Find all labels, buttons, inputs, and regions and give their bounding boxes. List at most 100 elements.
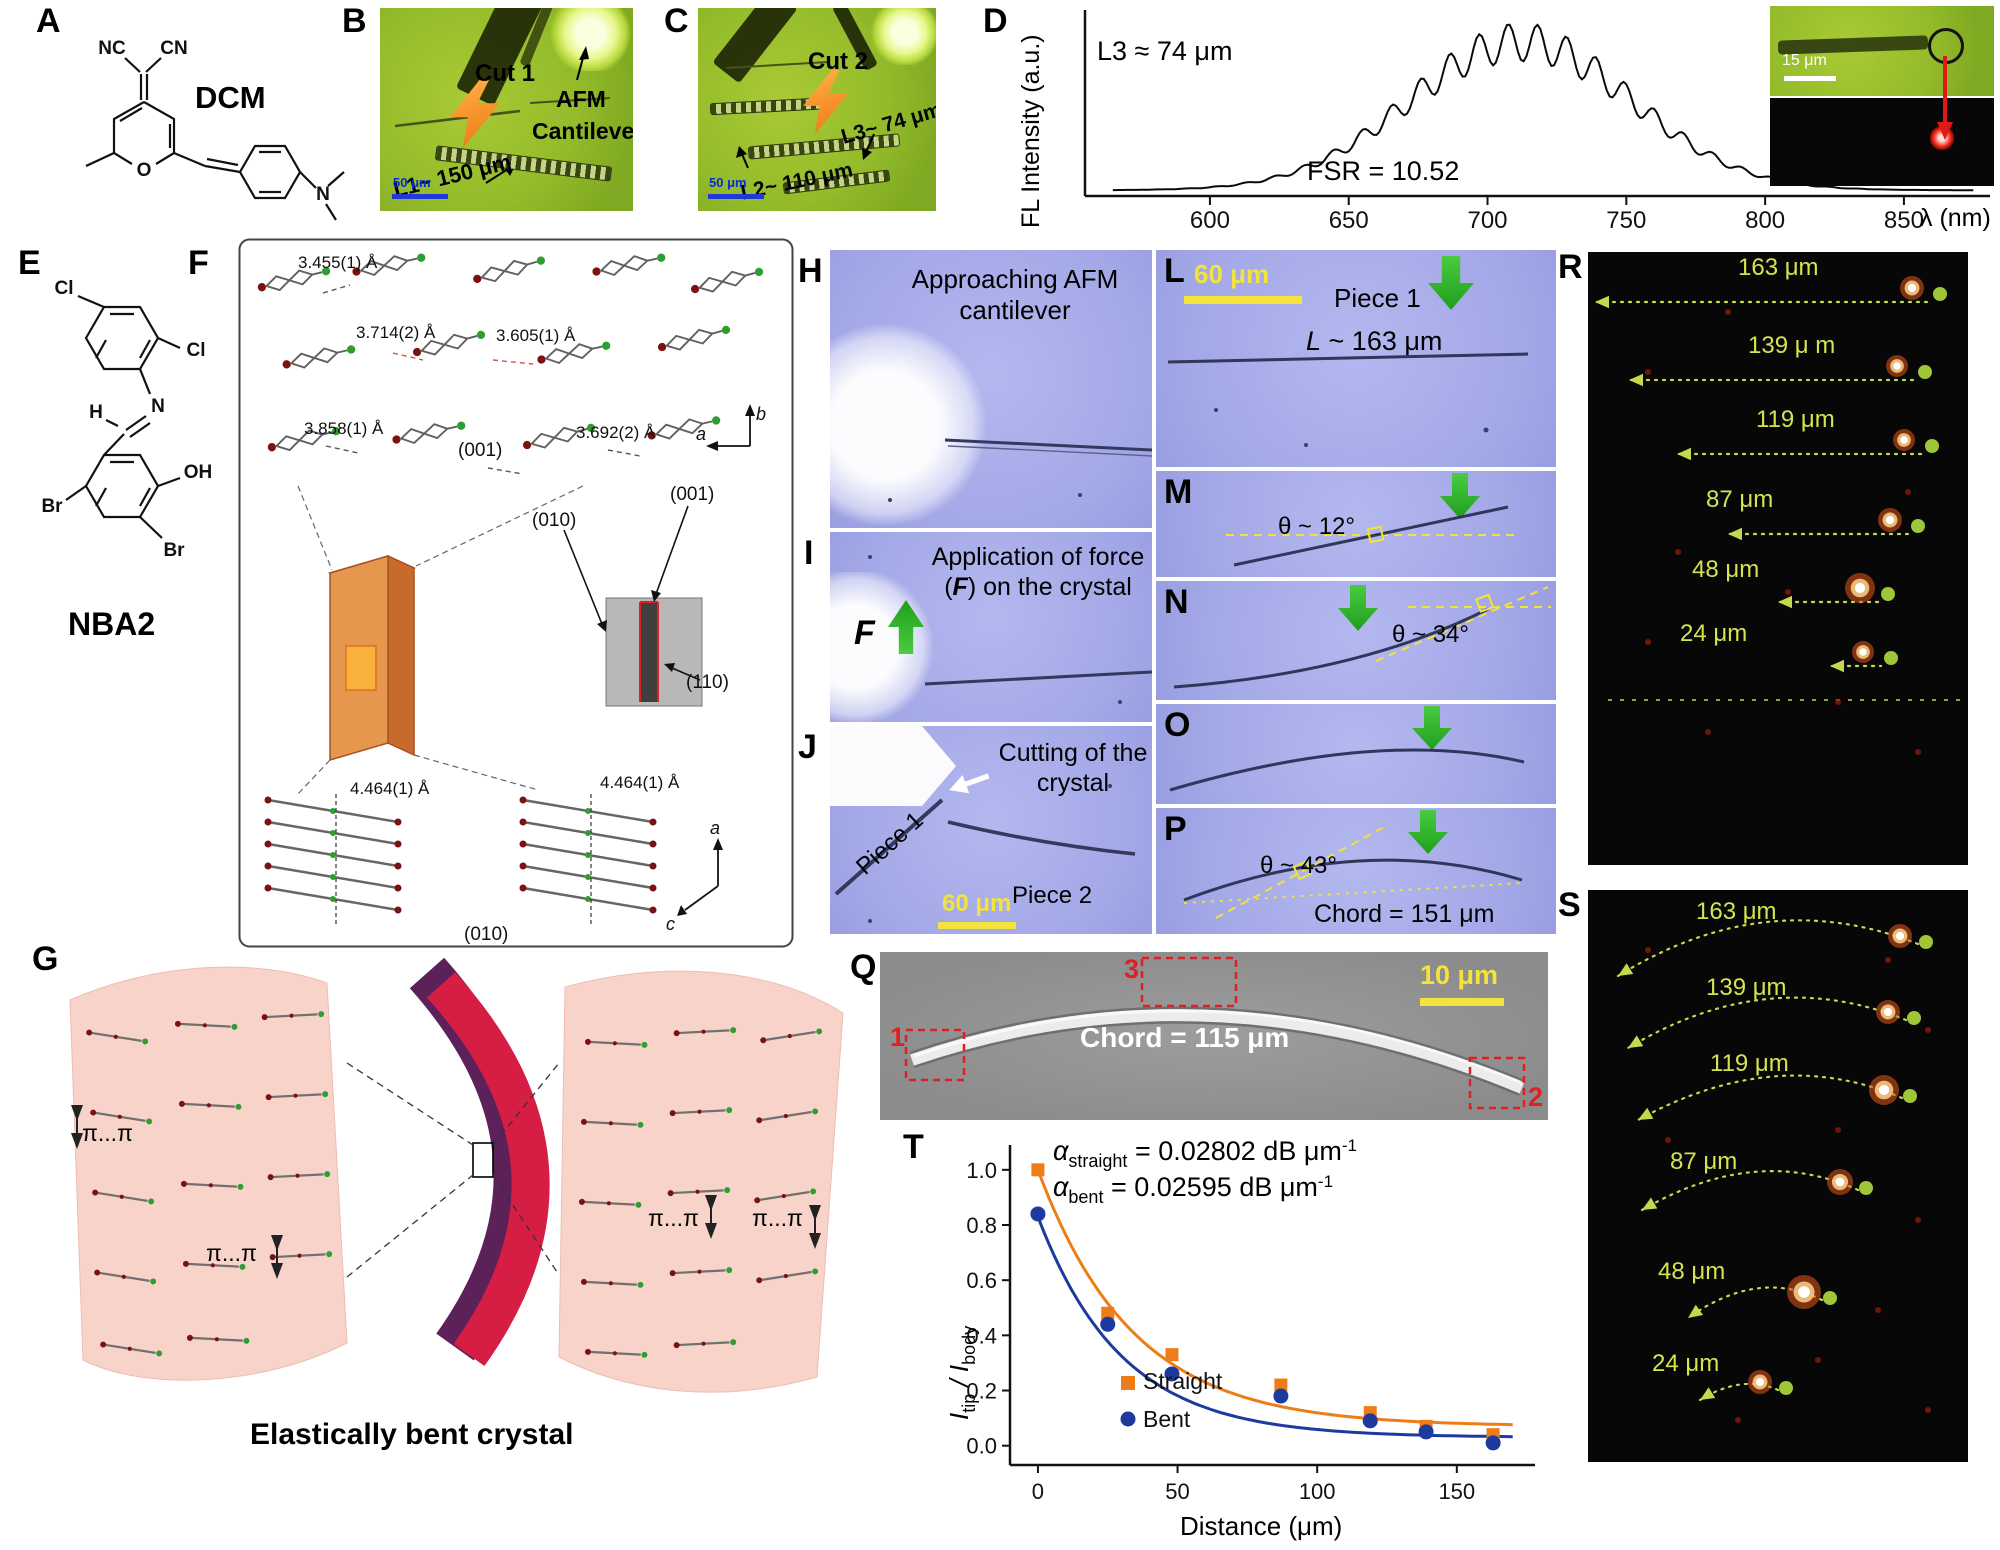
distance-label: 139 μ m <box>1748 332 1836 359</box>
distance-5: 3.692(2) Å <box>576 423 656 442</box>
data-point-bent <box>1100 1316 1116 1332</box>
region-1-label: 1 <box>890 1022 906 1052</box>
panel-label-g: G <box>32 940 59 978</box>
decay-x-label: Distance (μm) <box>1180 1511 1343 1541</box>
inset-scalebar-label: 15 μm <box>1782 52 1827 69</box>
panel-R: 163 μm 139 μ m 119 μm 87 μm 48 μm 24 μm <box>1588 252 1968 865</box>
atom-label-cl1: Cl <box>55 278 74 299</box>
emission-glow-core <box>1907 283 1917 293</box>
plane-001-crystal: (001) <box>670 484 714 505</box>
alpha-sub: bent <box>1068 1187 1104 1207</box>
legend-label-straight: Straight <box>1143 1368 1223 1394</box>
emission-glow-core <box>1893 362 1901 370</box>
straight-emission-rows <box>1595 276 1960 755</box>
spectrum-x-label: λ (nm) <box>1920 204 1991 232</box>
y-tick-label: 0.6 <box>966 1268 997 1293</box>
distance-3: 3.605(1) Å <box>496 326 576 345</box>
arrowhead <box>1778 595 1792 609</box>
tilted-crystal <box>1226 505 1514 567</box>
y-tick-label: 0.4 <box>966 1323 997 1348</box>
distance-label: 24 μm <box>1652 1350 1720 1377</box>
fit-curve-straight <box>1036 1169 1513 1427</box>
panel-label-a: A <box>36 2 61 40</box>
excitation-spot <box>1881 587 1895 601</box>
l3-annotation: L3 ≈ 74 μm <box>1097 36 1233 66</box>
fit-curve-bent <box>1036 1216 1513 1439</box>
excitation-spot <box>1918 365 1932 379</box>
arrowhead <box>1830 659 1844 673</box>
x-tick-label: 800 <box>1745 207 1785 234</box>
atom-label-n: N <box>151 396 165 417</box>
panel-label-t: T <box>903 1128 924 1166</box>
excitation-spot <box>1903 1089 1917 1103</box>
panel-label-j: J <box>798 728 817 766</box>
data-point-bent <box>1418 1424 1434 1440</box>
emission-glow-core <box>1900 436 1908 444</box>
chord-label: Chord = 115 μm <box>1080 1022 1290 1053</box>
panel-label-q: Q <box>850 948 877 986</box>
afm-label-2: Cantilever <box>532 118 633 144</box>
bent-crystal-front <box>426 972 550 1367</box>
arrowhead <box>1638 1107 1654 1120</box>
decay-plot: 0 50 100 150 0.0 0.2 0.4 0.6 0.8 1.0 Straight Bent <box>966 1145 1535 1504</box>
cut2-label: Cut 2 <box>808 48 868 75</box>
cantilever-tip <box>830 726 956 806</box>
crystal-lines <box>868 555 1152 704</box>
length-value: ~ 163 μm <box>1321 326 1443 356</box>
emission-glow-core <box>1859 648 1867 656</box>
excitation-spot <box>1919 935 1933 949</box>
pi-pi-label: π...π <box>752 1205 803 1231</box>
spectrum-curve <box>1112 23 1974 192</box>
inset-emission <box>1770 98 1994 186</box>
x-tick-label: 850 <box>1884 207 1924 234</box>
alpha-symbol: α <box>1053 1172 1069 1202</box>
excitation-spot <box>1933 287 1947 301</box>
piece2-label: Piece 2 <box>1012 882 1093 909</box>
bend-angle-label: θ ~ 12° <box>1278 513 1355 540</box>
faint-speck <box>1735 1417 1741 1423</box>
faint-speck <box>1815 1357 1821 1363</box>
bent-crystal <box>1169 748 1525 792</box>
faint-speck <box>1785 589 1791 595</box>
data-point-bent <box>1164 1366 1180 1382</box>
faint-speck <box>1915 749 1921 755</box>
distance-label: 48 μm <box>1658 1258 1726 1285</box>
distance-label: 163 μm <box>1738 254 1819 281</box>
scalebar <box>1420 998 1504 1006</box>
distance-1: 3.455(1) Å <box>298 253 378 272</box>
faint-speck <box>1645 369 1651 375</box>
y-label-sub-body: body <box>959 1325 979 1365</box>
data-point-straight <box>1165 1348 1179 1362</box>
panel-G-scheme <box>69 957 844 1393</box>
legend-label-bent: Bent <box>1143 1406 1191 1432</box>
panel-J: Piece 1 Cutting of the crystal Piece 2 6… <box>830 726 1152 934</box>
right-lattice-sheet <box>558 970 844 1393</box>
y-tick-label: 0.2 <box>966 1379 997 1404</box>
region-3-label: 3 <box>1124 954 1140 984</box>
data-point-bent <box>1273 1388 1289 1404</box>
arrowhead <box>1629 373 1643 387</box>
arrowhead <box>1688 1304 1704 1318</box>
scalebar-label: 50 μm <box>393 175 431 190</box>
panel-C: Cut 2 L3~ 74 μm L2~ 110 μm 50 μm <box>698 8 936 211</box>
pi-pi-label: π...π <box>206 1240 257 1266</box>
atom-label-n: N <box>316 184 330 205</box>
arrowhead <box>1700 1387 1716 1400</box>
atom-label-oh: OH <box>184 462 213 483</box>
distance-arc <box>1640 1170 1860 1212</box>
y-label-sub-tip: tip <box>959 1393 979 1413</box>
alpha-exponent: -1 <box>1341 1136 1358 1155</box>
panel-i-caption: Application of force (F) on the crystal <box>928 542 1148 602</box>
panel-label-s: S <box>1558 886 1581 924</box>
axis-c: c <box>666 914 675 934</box>
panel-label-l: L <box>1164 252 1185 290</box>
panel-label-p: P <box>1164 810 1187 848</box>
excitation-spot <box>1779 1381 1793 1395</box>
cut1-label: Cut 1 <box>475 60 535 87</box>
panel-label-b: B <box>342 2 367 40</box>
emission-glow-core <box>1755 1377 1765 1387</box>
axis-b: b <box>756 404 766 424</box>
atom-label-br1: Br <box>41 496 63 517</box>
faint-speck <box>1925 1407 1931 1413</box>
